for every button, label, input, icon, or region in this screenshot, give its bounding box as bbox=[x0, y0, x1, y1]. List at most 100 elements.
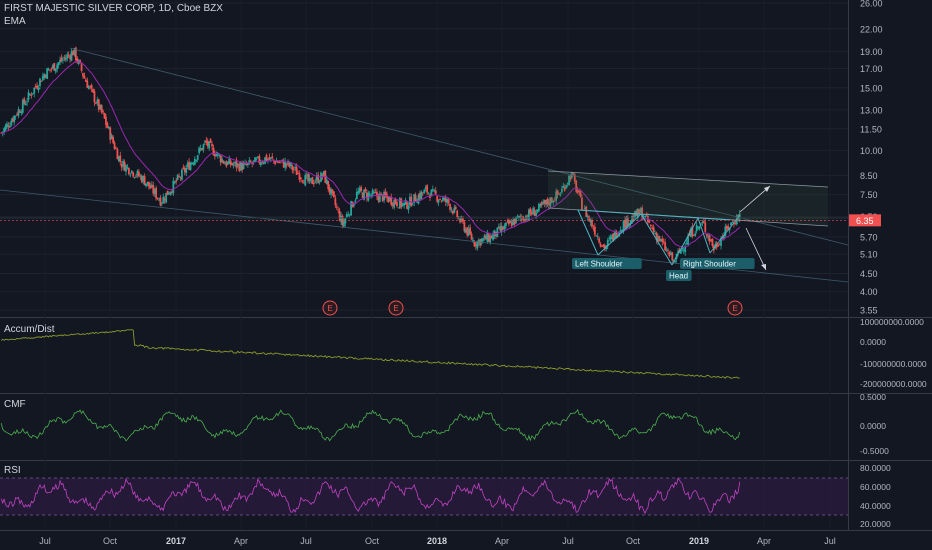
candle-body bbox=[718, 244, 721, 246]
candle-body bbox=[404, 199, 407, 205]
time-axis-label: Jul bbox=[300, 536, 312, 546]
candle-body bbox=[393, 200, 396, 208]
candle-body bbox=[139, 175, 142, 177]
candle-body bbox=[708, 235, 711, 242]
candle-body bbox=[112, 136, 115, 143]
pattern-line bbox=[597, 213, 642, 256]
candle-body bbox=[578, 190, 580, 193]
candle-body bbox=[489, 235, 492, 243]
candle-body bbox=[304, 175, 307, 186]
candle-body bbox=[688, 233, 691, 236]
annotation-left-shoulder: Left Shoulder bbox=[575, 260, 623, 269]
candle-body bbox=[427, 192, 430, 194]
candle-body bbox=[106, 123, 109, 128]
candle-body bbox=[340, 215, 342, 222]
pattern-line bbox=[671, 217, 699, 266]
cmf-tick-label: 0.0000 bbox=[860, 421, 886, 431]
candle-body bbox=[89, 86, 92, 88]
candle-body bbox=[267, 159, 269, 160]
candle-body bbox=[73, 48, 76, 56]
candle-body bbox=[0, 132, 3, 134]
candle-body bbox=[152, 185, 155, 194]
candle-body bbox=[722, 235, 725, 239]
candle-body bbox=[535, 212, 537, 216]
candle-body bbox=[456, 210, 459, 218]
candle-body bbox=[325, 179, 328, 185]
candle-body bbox=[563, 186, 566, 191]
candle-body bbox=[345, 214, 348, 218]
candle-body bbox=[30, 94, 33, 96]
candle-body bbox=[536, 209, 539, 212]
candle-body bbox=[66, 54, 69, 59]
candle-body bbox=[70, 51, 73, 61]
candle-body bbox=[163, 199, 166, 201]
candle-body bbox=[608, 238, 611, 240]
candle-body bbox=[416, 202, 418, 203]
candle-body bbox=[168, 193, 170, 195]
candle-body bbox=[572, 174, 575, 176]
candle-body bbox=[41, 75, 44, 81]
candle-body bbox=[373, 192, 375, 194]
candle-body bbox=[110, 135, 113, 140]
candle-body bbox=[165, 192, 168, 203]
candle-body bbox=[677, 251, 679, 254]
candle-body bbox=[188, 161, 190, 170]
candle-body bbox=[150, 184, 153, 188]
candle-body bbox=[255, 158, 258, 160]
candle-body bbox=[19, 110, 21, 113]
time-axis-label: Apr bbox=[495, 536, 509, 546]
candle-body bbox=[462, 218, 464, 223]
candle-body bbox=[103, 112, 106, 119]
candle-body bbox=[209, 139, 212, 143]
accum-tick-label: 0.0000 bbox=[860, 337, 886, 347]
candle-body bbox=[380, 192, 383, 194]
annotation-head-bg bbox=[666, 270, 692, 281]
accum-dist-title: Accum/Dist bbox=[4, 324, 55, 335]
neckline bbox=[577, 209, 731, 221]
candle-body bbox=[201, 148, 203, 151]
candle-body bbox=[482, 238, 484, 241]
candle-body bbox=[86, 80, 89, 88]
candle-body bbox=[464, 229, 467, 233]
candle-body bbox=[671, 252, 674, 261]
candle-body bbox=[520, 217, 523, 220]
projection-arrow-up bbox=[739, 185, 771, 213]
candle-body bbox=[105, 116, 107, 125]
candle-body bbox=[505, 222, 507, 226]
candle-body bbox=[214, 153, 216, 157]
candle-body bbox=[246, 162, 249, 165]
candle-body bbox=[376, 191, 378, 197]
candle-body bbox=[72, 51, 74, 56]
price-tick-label: 13.00 bbox=[860, 105, 883, 115]
candle-body bbox=[691, 226, 694, 237]
candle-body bbox=[123, 161, 126, 172]
candle-body bbox=[596, 236, 599, 238]
candle-body bbox=[512, 219, 515, 225]
candle-body bbox=[46, 68, 49, 80]
candle-body bbox=[226, 161, 229, 165]
candle-body bbox=[126, 166, 129, 168]
candle-body bbox=[420, 191, 423, 200]
annotation-head: Head bbox=[669, 272, 688, 281]
candle-body bbox=[634, 211, 636, 218]
arrow-head bbox=[764, 186, 770, 192]
candle-body bbox=[711, 238, 714, 246]
candle-body bbox=[96, 99, 99, 104]
candle-body bbox=[576, 190, 579, 193]
candle-body bbox=[159, 197, 162, 206]
candle-body bbox=[733, 223, 735, 225]
candle-body bbox=[218, 154, 221, 156]
candle-body bbox=[317, 174, 320, 183]
candle-body bbox=[21, 100, 24, 113]
candle-body bbox=[245, 163, 248, 166]
candle-body bbox=[238, 164, 241, 171]
candle-body bbox=[669, 252, 672, 255]
candle-body bbox=[17, 109, 20, 116]
candle-body bbox=[44, 74, 47, 78]
candle-body bbox=[466, 227, 469, 236]
candle-body bbox=[166, 190, 169, 195]
candle-body bbox=[347, 214, 350, 216]
candle-body bbox=[408, 196, 411, 206]
candle-body bbox=[314, 181, 317, 183]
